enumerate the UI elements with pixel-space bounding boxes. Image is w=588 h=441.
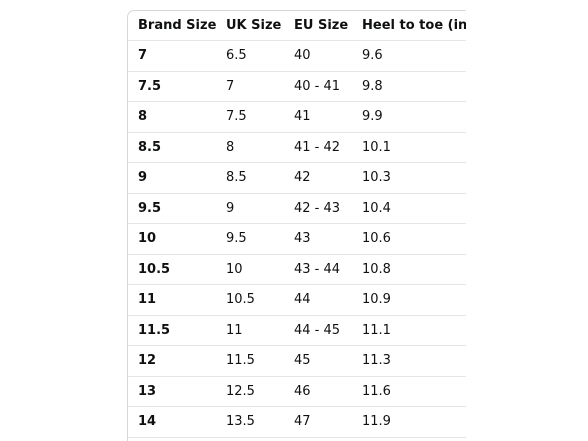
table-cell: 41 [284, 101, 352, 133]
table-cell: 42 - 43 [284, 193, 352, 224]
table-cell: 8 [128, 101, 216, 133]
table-cell: 46 [284, 376, 352, 407]
header-cell: Heel to toe (in) [352, 11, 466, 41]
table-cell: 14 [128, 406, 216, 438]
table-row: 8 7.5 41 9.9 [128, 101, 466, 133]
table-row: 14 13.5 47 11.9 [128, 406, 466, 438]
table-row: 9 8.5 42 10.3 [128, 162, 466, 194]
table-cell: 11.6 [352, 376, 466, 407]
table-cell: 45 [284, 345, 352, 377]
table-cell: 47 [284, 406, 352, 438]
table-row: 7.5 7 40 - 41 9.8 [128, 71, 466, 102]
table-cell: 10.5 [216, 284, 284, 316]
header-cell: Brand Size [128, 11, 216, 41]
table-cell: 11.5 [128, 315, 216, 346]
table-cell: 13 [128, 376, 216, 407]
table-cell: 8 [216, 132, 284, 163]
table-cell: 10.8 [352, 254, 466, 285]
table-cell: 9.5 [128, 193, 216, 224]
table-cell: 11.5 [216, 345, 284, 377]
table-cell: 13.5 [216, 406, 284, 438]
table-cell: 11 [216, 315, 284, 346]
table-row: 7 6.5 40 9.6 [128, 40, 466, 72]
table-row: 12 11.5 45 11.3 [128, 345, 466, 377]
table-row: 8.5 8 41 - 42 10.1 [128, 132, 466, 163]
size-table-container: Brand Size UK Size EU Size Heel to toe (in)… [127, 10, 466, 441]
table-cell: 41 - 42 [284, 132, 352, 163]
table-cell: 7 [216, 71, 284, 102]
table-row: 11 10.5 44 10.9 [128, 284, 466, 316]
table-cell: 11.1 [352, 315, 466, 346]
table-cell: 43 - 44 [284, 254, 352, 285]
table-cell: 10.5 [128, 254, 216, 285]
table-cell: 44 - 45 [284, 315, 352, 346]
table-cell: 42 [284, 162, 352, 194]
table-cell: 9 [128, 162, 216, 194]
table-cell: 12 [128, 345, 216, 377]
table-row: 9.5 9 42 - 43 10.4 [128, 193, 466, 224]
table-cell: 43 [284, 223, 352, 255]
table-cell: 8.5 [216, 162, 284, 194]
table-cell: 7.5 [216, 101, 284, 133]
header-row: Brand Size UK Size EU Size Heel to toe (in) [128, 11, 466, 41]
table-cell: 10.1 [352, 132, 466, 163]
table-cell: 10.4 [352, 193, 466, 224]
table-cell: 6.5 [216, 40, 284, 72]
table-cell: 9.6 [352, 40, 466, 72]
table-cell: 10.9 [352, 284, 466, 316]
table-cell: 11 [128, 284, 216, 316]
table-row: 13 12.5 46 11.6 [128, 376, 466, 407]
table-cell: 40 [284, 40, 352, 72]
header-cell: EU Size [284, 11, 352, 41]
table-cell: 7 [128, 40, 216, 72]
size-table: Brand Size UK Size EU Size Heel to toe (in)… [128, 11, 466, 438]
table-row: 10.5 10 43 - 44 10.8 [128, 254, 466, 285]
table-cell: 9.5 [216, 223, 284, 255]
table-cell: 7.5 [128, 71, 216, 102]
table-row: 10 9.5 43 10.6 [128, 223, 466, 255]
table-cell: 9.9 [352, 101, 466, 133]
table-cell: 9.8 [352, 71, 466, 102]
table-cell: 11.3 [352, 345, 466, 377]
header-cell: UK Size [216, 11, 284, 41]
table-cell: 10.3 [352, 162, 466, 194]
table-row: 11.5 11 44 - 45 11.1 [128, 315, 466, 346]
table-cell: 8.5 [128, 132, 216, 163]
table-cell: 10.6 [352, 223, 466, 255]
table-cell: 44 [284, 284, 352, 316]
table-cell: 40 - 41 [284, 71, 352, 102]
table-cell: 9 [216, 193, 284, 224]
table-cell: 10 [216, 254, 284, 285]
table-cell: 10 [128, 223, 216, 255]
table-cell: 12.5 [216, 376, 284, 407]
table-cell: 11.9 [352, 406, 466, 438]
